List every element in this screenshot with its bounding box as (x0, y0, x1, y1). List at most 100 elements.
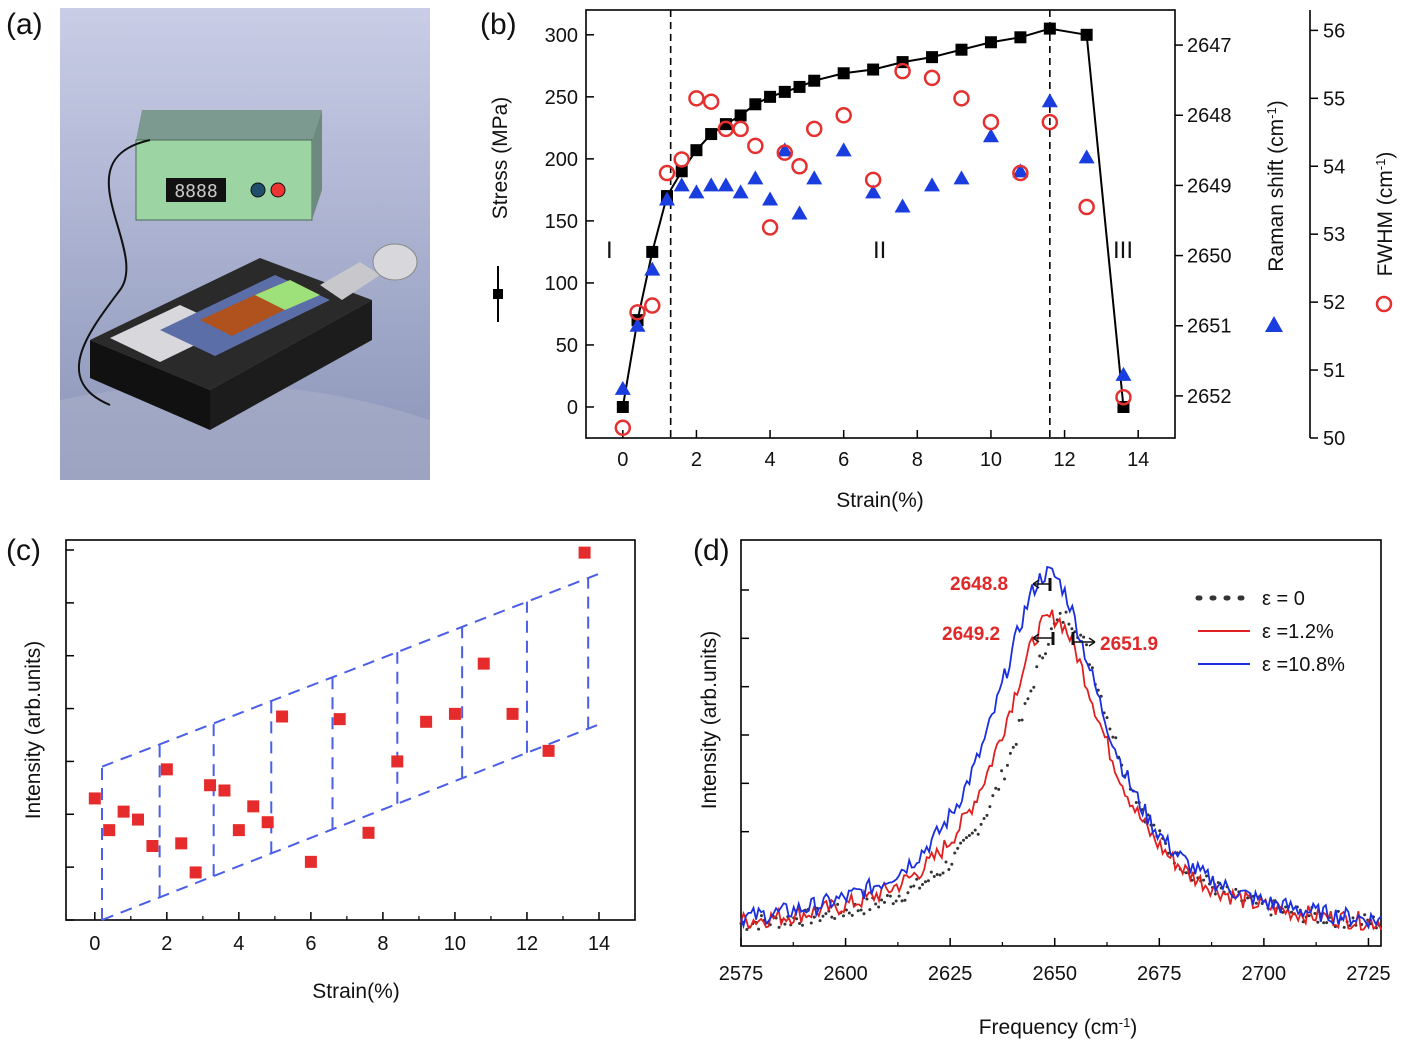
spectrum-dot (1011, 745, 1015, 749)
spectrum-dot (991, 794, 995, 798)
stress-point (675, 165, 688, 178)
fwhm-point (614, 419, 632, 437)
panel-c-label: (c) (6, 534, 41, 567)
x-tick-label: 2650 (1032, 963, 1077, 985)
fwhm-point (747, 137, 764, 155)
spectrum-dot (1216, 881, 1220, 885)
stress-point (984, 36, 997, 49)
spectrum-dot (923, 880, 927, 884)
spectrum-dot (938, 873, 942, 877)
spectrum-dot (1213, 892, 1217, 896)
digit-display-text: 8888 (174, 181, 217, 202)
intensity-point (261, 816, 274, 829)
spectrum-dot (1035, 665, 1039, 669)
plot-b-xlabel: Strain(%) (836, 489, 924, 512)
trend-band (101, 572, 600, 921)
spectrum-dot (856, 909, 860, 913)
intensity-point (160, 763, 173, 776)
controller-top (136, 110, 322, 140)
spectrum-dot (1281, 910, 1285, 914)
fwhm-point (1115, 388, 1132, 406)
stress-point (705, 128, 718, 141)
spectrum-dot (915, 877, 919, 881)
plot-c-frame (65, 539, 636, 921)
raman-point (717, 177, 734, 192)
spectrum-dot (935, 872, 939, 876)
raman-tick-label: 2647 (1187, 35, 1232, 57)
fwhm-point (894, 62, 911, 80)
fwhm-axis-label: FWHM (cm-1) (1373, 152, 1398, 277)
spectrum-dot (964, 836, 968, 840)
intensity-point (103, 824, 116, 837)
fwhm-point (923, 69, 941, 87)
annotation-2651-9: 2651.9 (1100, 634, 1158, 655)
spectrum-dot (1029, 689, 1033, 693)
spectrum-dot (921, 882, 925, 886)
stress-point (646, 245, 659, 258)
spectrum-dot (1064, 610, 1068, 614)
intensity-point (506, 707, 519, 720)
spectrum-dot (1058, 611, 1062, 615)
plot-d-xlabel: Frequency (cm-1) (979, 1015, 1138, 1040)
fwhm-tick-label: 53 (1323, 224, 1345, 246)
spectrum-dot (833, 917, 837, 921)
spectrum-dot (918, 886, 922, 890)
spectrum-dot (909, 885, 913, 889)
spectrum-dot (1067, 622, 1071, 626)
intensity-point (146, 840, 159, 852)
cable (77, 139, 151, 406)
intensity-point (578, 546, 591, 559)
stress-point (867, 63, 880, 76)
intensity-point (333, 713, 346, 726)
fwhm-point (1041, 113, 1059, 131)
raman-point (1115, 366, 1132, 381)
spectrum-dot (795, 917, 799, 921)
stress-point (749, 98, 762, 111)
spectrum-dot (929, 870, 933, 874)
band-upper-line (101, 572, 600, 768)
spectrum-dot (880, 898, 884, 902)
spectrum-dot (1085, 643, 1089, 647)
fwhm-point (732, 120, 749, 138)
raman-tick-label: 2648 (1187, 105, 1232, 127)
stage-front-right (210, 300, 372, 430)
raman-point (776, 142, 793, 157)
plot-d-legend: ε = 0 ε =1.2% ε =10.8% (1195, 588, 1345, 676)
stress-point (808, 74, 821, 87)
intensity-point (276, 710, 289, 723)
spectrum-dot (1336, 909, 1340, 913)
spectrum-dot (1003, 777, 1007, 781)
raman-tick-label: 2649 (1187, 175, 1232, 197)
spectrum-dot (862, 912, 866, 916)
x-tick-label: 10 (444, 933, 466, 955)
spectrum-dot (891, 902, 895, 906)
spectrum-dot (973, 828, 977, 832)
annotation-2649-2: 2649.2 (942, 624, 1000, 645)
spectrum-dot (1032, 685, 1036, 689)
fwhm-tick-label: 56 (1323, 20, 1345, 42)
spectrum-dot (759, 914, 763, 918)
intensity-point (189, 866, 202, 879)
y-tick-label: 100 (545, 273, 578, 295)
intensity-point (391, 755, 404, 768)
shift-left-arrow-icon (1032, 578, 1052, 591)
spectrum-dot (745, 927, 749, 931)
stress-legend-square-icon (493, 289, 503, 299)
stress-point (837, 67, 850, 80)
spectrum-dot (1049, 627, 1053, 631)
spectrum-dot (821, 914, 825, 918)
raman-point (953, 170, 970, 185)
intensity-point (117, 805, 130, 818)
spectrum-dot (1184, 871, 1188, 875)
fwhm-point (982, 113, 1000, 131)
spectrum-dot (970, 831, 974, 835)
spectrum-dot (1017, 718, 1021, 722)
stress-point (764, 90, 777, 103)
spectrum-dot (888, 894, 892, 898)
spectrum-dot (1152, 823, 1156, 827)
fwhm-point (644, 297, 661, 314)
stress-point (719, 118, 732, 131)
spectrum-line (740, 609, 1382, 931)
x-tick-label: 4 (765, 449, 776, 471)
